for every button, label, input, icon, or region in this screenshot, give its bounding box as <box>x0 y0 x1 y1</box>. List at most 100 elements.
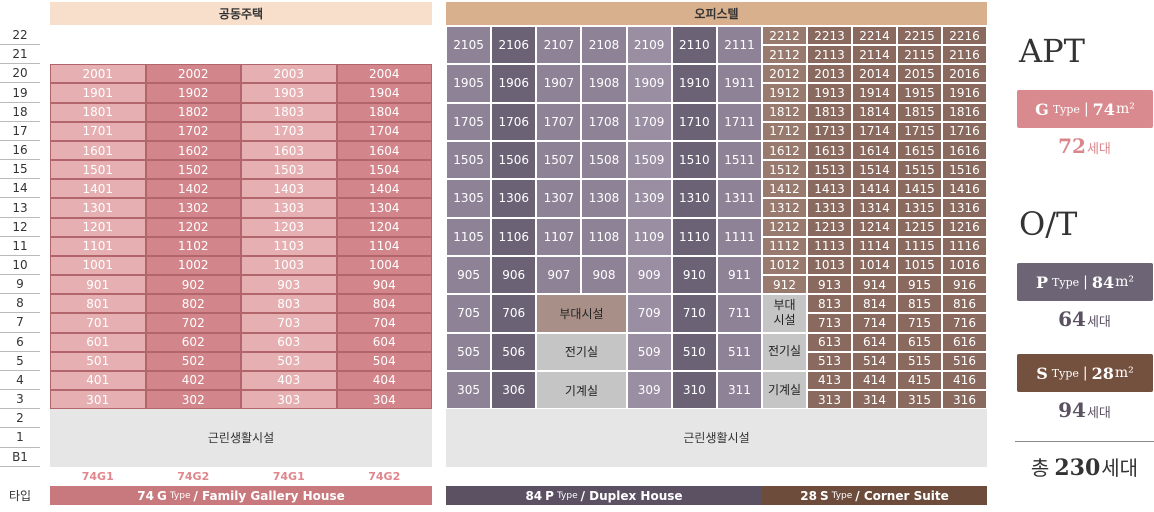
apt-unit: 1801 <box>50 102 146 122</box>
apt-unit: 1604 <box>336 140 432 161</box>
summary-title: O/T <box>1019 205 1078 243</box>
type-size: 74 <box>137 488 154 503</box>
type-badge: P Type | 84 m² <box>1017 263 1153 301</box>
duplex-unit: 706 <box>491 294 537 333</box>
duplex-unit: 1107 <box>536 217 582 256</box>
corner-unit: 1212 <box>762 217 807 237</box>
duplex-unit: 1311 <box>716 179 763 218</box>
corner-unit: 816 <box>942 294 987 314</box>
type-bar: 74 G Type / Family Gallery House <box>50 486 432 505</box>
apt-unit: 1504 <box>336 160 432 180</box>
type-row-label: 타입 <box>8 489 32 503</box>
apt-unit: 403 <box>241 370 337 391</box>
apt-unit: 1501 <box>50 160 146 180</box>
duplex-unit: 509 <box>626 332 672 371</box>
type-desc: / Duplex House <box>580 488 683 503</box>
duplex-unit: 1711 <box>716 102 763 141</box>
corner-unit: 915 <box>897 275 942 295</box>
apt-unit: 2002 <box>145 64 241 84</box>
type-desc: / Corner Suite <box>855 488 949 503</box>
duplex-unit: 1911 <box>716 64 763 103</box>
corner-unit: 1213 <box>807 217 852 237</box>
duplex-unit: 1110 <box>671 217 717 256</box>
corner-unit: 912 <box>762 275 807 295</box>
corner-unit: 1514 <box>852 160 897 180</box>
duplex-unit: 2107 <box>536 26 582 65</box>
duplex-unit: 1310 <box>671 179 717 218</box>
apt-unit: 601 <box>50 332 146 352</box>
facility: 전기실 <box>536 332 627 371</box>
type-badge: G Type | 74 m² <box>1017 90 1153 128</box>
apt-unit: 1701 <box>50 121 146 141</box>
badge-sep: | <box>1083 274 1088 290</box>
duplex-unit: 906 <box>491 255 537 295</box>
corner-unit: 2114 <box>852 45 897 65</box>
corner-unit: 813 <box>807 294 852 314</box>
corner-unit: 713 <box>807 313 852 333</box>
duplex-unit: 1907 <box>536 64 582 103</box>
badge-type: Type <box>1052 102 1080 116</box>
duplex-unit: 1109 <box>626 217 672 256</box>
total-number: 230 <box>1054 455 1101 481</box>
type-word: Type <box>556 490 578 501</box>
corner-unit: 1015 <box>897 255 942 276</box>
facility: 기계실 <box>536 370 627 410</box>
duplex-unit: 1510 <box>671 140 717 180</box>
corner-unit: 2115 <box>897 45 942 65</box>
badge-unit: m² <box>1115 274 1134 290</box>
type-letter: P <box>545 488 554 503</box>
floor-label: 1 <box>0 428 40 448</box>
corner-unit: 1012 <box>762 255 807 276</box>
floor-label: 9 <box>0 275 40 295</box>
apt-unit: 301 <box>50 390 146 410</box>
corner-unit: 2214 <box>852 26 897 46</box>
duplex-unit: 505 <box>446 332 492 371</box>
floor-label: 5 <box>0 352 40 371</box>
floor-label: 21 <box>0 45 40 65</box>
apt-unit: 604 <box>336 332 432 352</box>
corner-unit: 416 <box>942 370 987 391</box>
badge-type: Type <box>1052 275 1080 289</box>
apt-unit: 803 <box>241 294 337 314</box>
corner-unit: 1112 <box>762 236 807 256</box>
duplex-unit: 1909 <box>626 64 672 103</box>
corner-unit: 615 <box>897 332 942 352</box>
floor-label: 15 <box>0 160 40 180</box>
type-size: 28 <box>800 488 817 503</box>
corner-unit: 1814 <box>852 102 897 122</box>
apt-unit: 704 <box>336 313 432 333</box>
apt-unit: 1602 <box>145 140 241 161</box>
unit-count: 64 세대 <box>1015 307 1154 335</box>
corner-unit: 1312 <box>762 198 807 218</box>
corner-unit: 1315 <box>897 198 942 218</box>
count-unit: 세대 <box>1086 406 1111 421</box>
floor-label: 14 <box>0 179 40 199</box>
corner-unit: 2213 <box>807 26 852 46</box>
count-number: 72 <box>1058 134 1086 158</box>
duplex-unit: 2105 <box>446 26 492 65</box>
apt-unit: 1403 <box>241 179 337 199</box>
apt-unit: 304 <box>336 390 432 410</box>
corner-unit: 313 <box>807 390 852 410</box>
duplex-unit: 2109 <box>626 26 672 65</box>
corner-unit: 1013 <box>807 255 852 276</box>
corner-unit: 1712 <box>762 121 807 141</box>
section-header: 공동주택 <box>50 2 432 25</box>
apt-unit: 802 <box>145 294 241 314</box>
corner-unit: 714 <box>852 313 897 333</box>
apt-unit: 404 <box>336 370 432 391</box>
apt-unit: 1202 <box>145 217 241 237</box>
apt-unit: 801 <box>50 294 146 314</box>
corner-unit: 1915 <box>897 83 942 103</box>
corner-unit: 715 <box>897 313 942 333</box>
count-number: 94 <box>1058 398 1086 422</box>
retail-block: 근린생활시설 <box>50 409 432 467</box>
corner-unit: 2113 <box>807 45 852 65</box>
corner-unit: 315 <box>897 390 942 410</box>
apt-unit: 1601 <box>50 140 146 161</box>
apt-unit: 1004 <box>336 255 432 276</box>
floor-label: 16 <box>0 141 40 161</box>
apt-unit: 603 <box>241 332 337 352</box>
type-code: 74G1 <box>272 469 305 483</box>
